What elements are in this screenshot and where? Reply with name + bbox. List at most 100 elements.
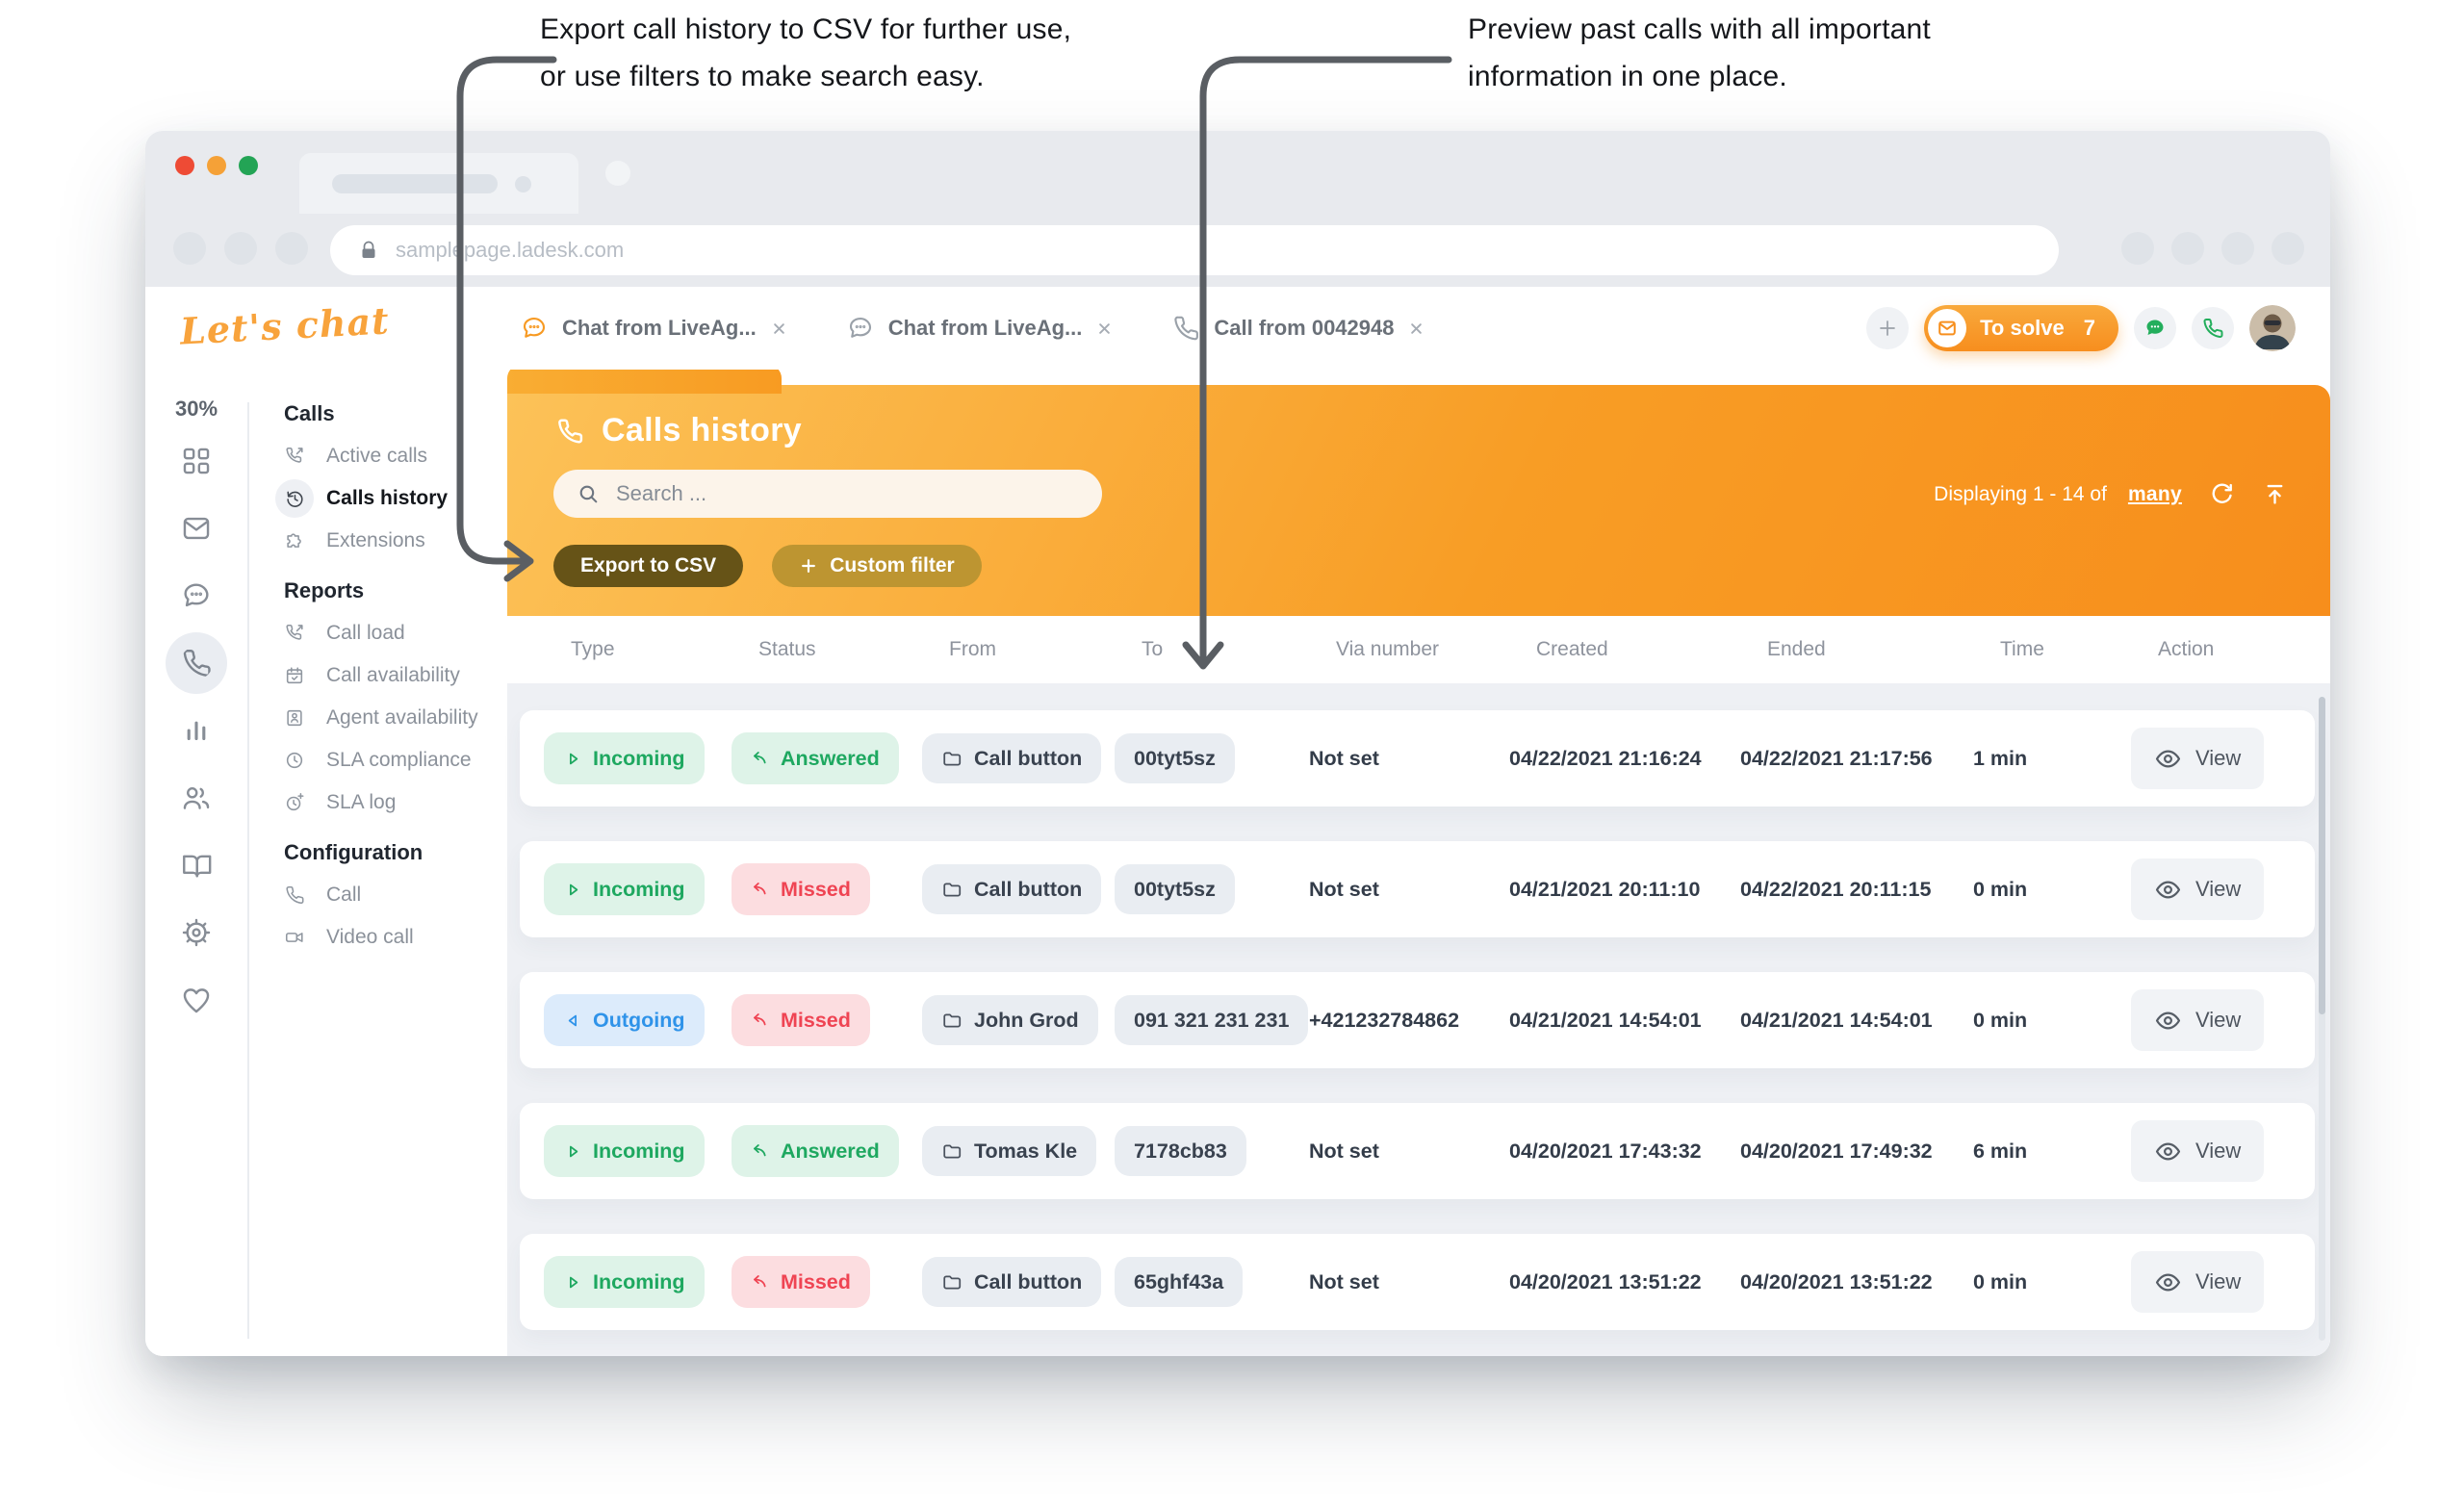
- phone-icon: [284, 884, 305, 906]
- tab-2[interactable]: Chat from LiveAg...: [846, 314, 1115, 343]
- menu-item-video-call[interactable]: Video call: [249, 916, 507, 959]
- time-value: 1 min: [1973, 746, 2028, 770]
- from-chip[interactable]: John Grod: [922, 995, 1098, 1045]
- view-button[interactable]: View: [2131, 728, 2265, 789]
- x-icon: [1407, 320, 1425, 338]
- export-to-csv-button[interactable]: Export to CSV: [553, 545, 744, 587]
- menu-item-calls-history[interactable]: Calls history: [249, 477, 507, 520]
- browser-tab-title-placeholder: [332, 174, 498, 193]
- menu-item-active-calls[interactable]: Active calls: [249, 435, 507, 477]
- scroll-to-top-icon[interactable]: [2262, 481, 2288, 507]
- toolbar-action-4[interactable]: [2272, 232, 2304, 265]
- menu-item-agent-availability[interactable]: Agent availability: [249, 697, 507, 739]
- from-chip[interactable]: Tomas Kle: [922, 1126, 1097, 1176]
- tab-close-icon[interactable]: [770, 320, 788, 338]
- tab-1[interactable]: Chat from LiveAg...: [520, 314, 788, 343]
- via-value: Not set: [1309, 746, 1379, 770]
- tab-close-icon[interactable]: [1407, 320, 1425, 338]
- custom-filter-button[interactable]: Custom filter: [772, 545, 982, 587]
- menu-item-label: SLA compliance: [326, 749, 472, 771]
- menu-item-sla-log[interactable]: SLA log: [249, 781, 507, 824]
- calls-button[interactable]: [2192, 307, 2234, 349]
- view-button[interactable]: View: [2131, 1251, 2265, 1313]
- sidebar-item-settings[interactable]: [145, 899, 247, 966]
- x-icon: [770, 320, 788, 338]
- scrollbar-track[interactable]: [2319, 697, 2325, 1341]
- scrollbar-thumb[interactable]: [2319, 697, 2325, 1014]
- toolbar-action-1[interactable]: [2121, 232, 2154, 265]
- menu-item-call-load[interactable]: Call load: [249, 612, 507, 654]
- sidebar-item-chats[interactable]: [145, 562, 247, 629]
- app-body: 30% Calls Active calls Calls history Extens…: [145, 370, 2330, 1356]
- puzzle-icon: [284, 530, 305, 551]
- sidebar-item-knowledge-base[interactable]: [145, 832, 247, 899]
- sidebar-item-customers[interactable]: [145, 764, 247, 832]
- sidebar-item-mail[interactable]: [145, 495, 247, 562]
- toolbar-action-3[interactable]: [2221, 232, 2254, 265]
- sidebar-item-reports[interactable]: [145, 697, 247, 764]
- from-label: Tomas Kle: [974, 1139, 1078, 1163]
- export-label: Export to CSV: [580, 554, 717, 576]
- sidebar-item-dashboard[interactable]: [145, 427, 247, 495]
- toolbar-action-2[interactable]: [2171, 232, 2204, 265]
- view-label: View: [2195, 877, 2242, 901]
- tab-close-icon[interactable]: [1095, 320, 1114, 338]
- time-value: 0 min: [1973, 877, 2028, 901]
- view-button[interactable]: View: [2131, 1120, 2265, 1182]
- back-button[interactable]: [173, 232, 206, 265]
- to-label: 00tyt5sz: [1134, 877, 1216, 901]
- displaying-many-link[interactable]: many: [2127, 482, 2182, 505]
- call-arrow-icon: [751, 1272, 771, 1293]
- search-bar[interactable]: [553, 470, 1102, 518]
- from-label: Call button: [974, 746, 1083, 770]
- time-value: 6 min: [1973, 1139, 2028, 1163]
- folder-icon: [941, 1271, 962, 1293]
- folder-icon: [941, 879, 962, 900]
- menu-item-call-availability[interactable]: Call availability: [249, 654, 507, 697]
- menu-section-reports: Reports: [284, 578, 365, 602]
- mail-icon: [180, 512, 213, 545]
- forward-button[interactable]: [224, 232, 257, 265]
- time-value: 0 min: [1973, 1008, 2028, 1032]
- to-chip[interactable]: 7178cb83: [1115, 1126, 1246, 1176]
- refresh-icon[interactable]: [2209, 481, 2235, 507]
- to-chip[interactable]: 091 321 231 231: [1115, 995, 1309, 1045]
- maximize-window-icon[interactable]: [239, 156, 258, 175]
- menu-item-call[interactable]: Call: [249, 874, 507, 916]
- tab-3[interactable]: Call from 0042948: [1171, 314, 1425, 343]
- address-bar[interactable]: [330, 225, 2059, 275]
- to-solve-button[interactable]: To solve 7: [1924, 305, 2118, 351]
- search-input[interactable]: [614, 480, 1041, 507]
- url-input[interactable]: [394, 237, 1264, 264]
- view-button[interactable]: View: [2131, 989, 2265, 1051]
- sidebar-item-calls[interactable]: [145, 629, 247, 697]
- column-header-ended: Ended: [1767, 638, 1826, 660]
- to-chip[interactable]: 00tyt5sz: [1115, 733, 1235, 783]
- new-tab-button[interactable]: [605, 161, 630, 186]
- eye-icon: [2154, 876, 2182, 904]
- close-window-icon[interactable]: [175, 156, 194, 175]
- status-label: Answered: [781, 746, 880, 770]
- browser-tab[interactable]: [299, 153, 578, 214]
- add-button[interactable]: [1866, 307, 1910, 349]
- column-header-status: Status: [758, 638, 816, 660]
- calendar-icon: [284, 665, 305, 686]
- menu-item-extensions[interactable]: Extensions: [249, 520, 507, 562]
- ended-value: 04/20/2021 17:49:32: [1740, 1139, 1933, 1163]
- from-chip[interactable]: Call button: [922, 864, 1102, 914]
- from-chip[interactable]: Call button: [922, 733, 1102, 783]
- avatar[interactable]: [2249, 305, 2296, 351]
- from-chip[interactable]: Call button: [922, 1257, 1102, 1307]
- menu-item-sla-compliance[interactable]: SLA compliance: [249, 739, 507, 781]
- folder-icon: [941, 1140, 962, 1162]
- clock-plus-icon: [284, 792, 305, 813]
- view-button[interactable]: View: [2131, 858, 2265, 920]
- chats-button[interactable]: [2134, 307, 2176, 349]
- status-badge: Missed: [732, 1256, 870, 1308]
- reload-button[interactable]: [275, 232, 308, 265]
- created-value: 04/22/2021 21:16:24: [1509, 746, 1702, 770]
- sidebar-item-favorites[interactable]: [145, 966, 247, 1034]
- to-chip[interactable]: 65ghf43a: [1115, 1257, 1244, 1307]
- minimize-window-icon[interactable]: [207, 156, 226, 175]
- to-chip[interactable]: 00tyt5sz: [1115, 864, 1235, 914]
